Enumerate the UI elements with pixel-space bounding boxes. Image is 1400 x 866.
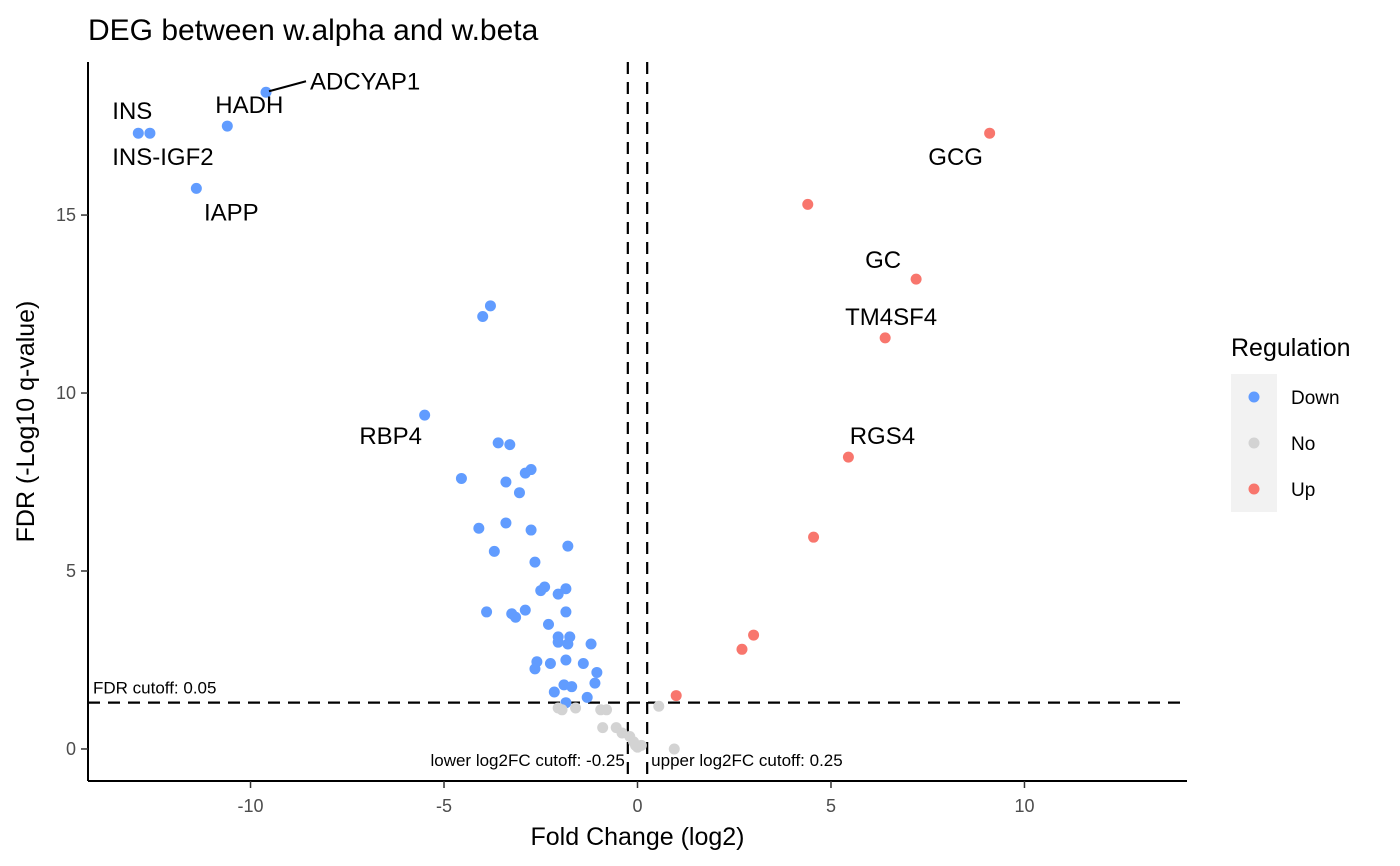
data-point: [589, 677, 601, 689]
data-point: [808, 531, 820, 543]
data-point: [591, 666, 603, 678]
data-point: [548, 686, 560, 698]
data-point: [668, 743, 680, 755]
data-point: [879, 332, 891, 344]
data-point: [488, 545, 500, 557]
x-tick-label: 10: [1014, 796, 1034, 816]
x-tick-label: 0: [632, 796, 642, 816]
gene-labels: ADCYAP1 HADH INS INS-IGF2 IAPP RBP4 GCG GC TM4SF…: [112, 68, 983, 450]
x-tick-label: 5: [826, 796, 836, 816]
y-tick-label: 15: [56, 205, 76, 225]
plot-area: FDR cutoff: 0.05 lower log2FC cutoff: -0.…: [88, 62, 1187, 781]
x-tick-label: -5: [436, 796, 452, 816]
gene-label: INS: [112, 98, 152, 125]
gene-label: GC: [865, 247, 901, 274]
data-point: [585, 638, 597, 650]
legend-title: Regulation: [1231, 334, 1351, 362]
y-axis: 0 5 10 15: [56, 62, 89, 781]
legend: Regulation Down No Up: [1231, 334, 1351, 512]
data-point: [601, 704, 613, 716]
series-up: [670, 127, 996, 702]
series-down: [132, 86, 603, 709]
upper-log2fc-cutoff-label: upper log2FC cutoff: 0.25: [651, 751, 843, 770]
x-axis: -10 -5 0 5 10: [88, 780, 1187, 816]
gene-label: HADH: [215, 92, 283, 119]
data-point: [221, 120, 233, 132]
gene-label: TM4SF4: [845, 304, 937, 331]
data-point: [562, 638, 574, 650]
data-point: [581, 691, 593, 703]
data-point: [500, 517, 512, 529]
y-tick-label: 0: [66, 739, 76, 759]
data-point: [635, 739, 647, 751]
chart-title: DEG between w.alpha and w.beta: [88, 14, 539, 47]
data-point: [552, 636, 564, 648]
legend-key-down: [1248, 391, 1260, 403]
gene-label: INS-IGF2: [112, 144, 213, 171]
data-point: [419, 409, 431, 421]
data-point: [455, 472, 467, 484]
data-point: [525, 524, 537, 536]
data-point: [529, 663, 541, 675]
y-tick-label: 10: [56, 383, 76, 403]
data-point: [529, 556, 541, 568]
data-point: [570, 702, 582, 714]
data-point: [132, 127, 144, 139]
gene-label: GCG: [928, 144, 983, 171]
data-point: [556, 704, 568, 716]
legend-label-up: Up: [1291, 480, 1315, 501]
gene-label: RBP4: [359, 423, 422, 450]
data-point: [504, 439, 516, 451]
data-point: [653, 700, 665, 712]
fdr-cutoff-label: FDR cutoff: 0.05: [93, 679, 216, 698]
series-no: [552, 700, 680, 755]
gene-label: ADCYAP1: [310, 68, 420, 95]
label-leader-line: [268, 80, 307, 93]
legend-label-no: No: [1291, 434, 1315, 455]
data-point: [481, 606, 493, 618]
legend-key-no: [1248, 437, 1260, 449]
legend-label-down: Down: [1291, 388, 1340, 409]
data-point: [513, 487, 525, 499]
x-tick-label: -10: [238, 796, 264, 816]
data-point: [535, 585, 547, 597]
x-axis-title: Fold Change (log2): [530, 823, 744, 851]
data-point: [984, 127, 996, 139]
data-point: [260, 86, 272, 98]
data-point: [544, 658, 556, 670]
gene-label: RGS4: [850, 423, 915, 450]
data-point: [748, 629, 760, 641]
data-point: [566, 681, 578, 693]
data-point: [510, 611, 522, 623]
data-point: [144, 127, 156, 139]
data-point: [560, 606, 572, 618]
data-point: [552, 588, 564, 600]
data-point: [473, 522, 485, 534]
y-axis-title: FDR (-Log10 q-value): [12, 301, 40, 543]
data-point: [477, 310, 489, 322]
data-point: [597, 722, 609, 734]
y-tick-label: 5: [66, 561, 76, 581]
lower-log2fc-cutoff-label: lower log2FC cutoff: -0.25: [430, 751, 624, 770]
data-point: [500, 476, 512, 488]
data-point: [562, 540, 574, 552]
data-point: [560, 654, 572, 666]
data-point: [519, 604, 531, 616]
data-point: [560, 583, 572, 595]
data-point: [670, 690, 682, 702]
data-point: [802, 198, 814, 210]
data-point: [542, 618, 554, 630]
data-point: [484, 300, 496, 312]
data-point: [519, 467, 531, 479]
data-point: [736, 643, 748, 655]
data-point: [492, 437, 504, 449]
legend-key-up: [1248, 483, 1260, 495]
data-point: [842, 451, 854, 463]
data-point: [910, 273, 922, 285]
gene-label: IAPP: [204, 199, 259, 226]
data-point: [190, 182, 202, 194]
data-point: [577, 658, 589, 670]
